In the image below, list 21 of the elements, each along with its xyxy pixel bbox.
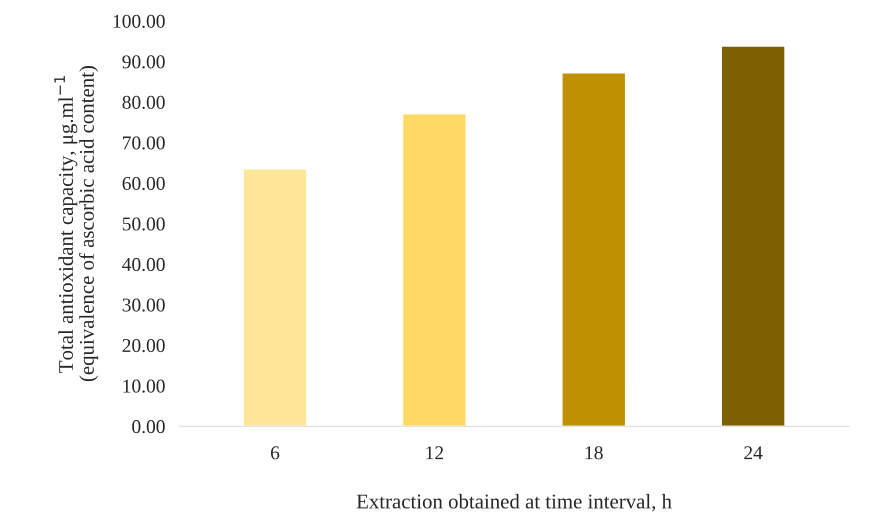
x-tick-label: 6	[270, 446, 280, 460]
y-tick-label: 20.00	[122, 338, 165, 352]
bar	[720, 45, 786, 426]
y-tick-label: 40.00	[122, 258, 165, 272]
x-axis-title: Extraction obtained at time interval, h	[356, 494, 672, 512]
bar	[561, 72, 626, 426]
y-tick-label: 100.00	[114, 14, 165, 28]
y-tick-label: 10.00	[123, 380, 165, 393]
y-tick-label: 90.00	[122, 55, 165, 68]
x-tick-label: 12	[426, 446, 444, 460]
y-tick-label: 50.00	[122, 217, 165, 231]
y-tick-label: 60.00	[122, 176, 165, 190]
y-tick-label: 0.00	[132, 420, 165, 434]
x-tick-label: 18	[586, 446, 603, 460]
y-tick-label: 30.00	[122, 298, 165, 312]
y-tick-label: 80.00	[122, 96, 165, 110]
bar	[242, 168, 308, 426]
y-axis-title: Total antioxidant capacity, μg.ml$^{−1}$ (equivalence of ascorbic acid content)	[54, 66, 98, 382]
y-tick-label: 70.00	[123, 136, 165, 150]
bar	[402, 113, 467, 426]
x-tick-label: 24	[744, 446, 763, 460]
